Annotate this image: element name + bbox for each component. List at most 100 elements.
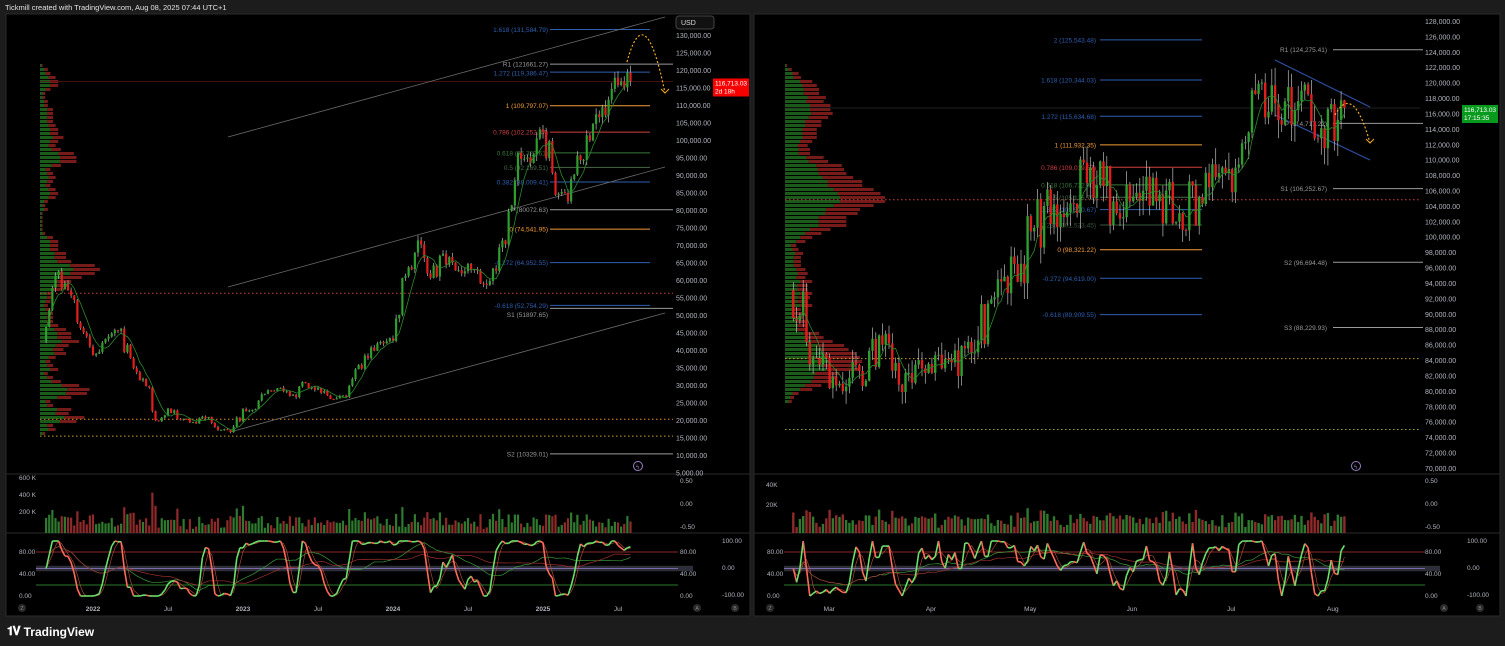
volume-bar [1118,515,1122,533]
lightning-alert-icon[interactable] [633,461,643,471]
candle-down [1118,213,1122,219]
volume-bar [501,519,504,533]
volume-bar [170,519,173,533]
oscillator-k-segment [517,540,522,544]
fib-level-label: 1 (109,797.07) [506,103,548,110]
fib-level-label: 2 (125,543.48) [1054,37,1096,44]
volume-bar [448,524,451,533]
volume-profile-bar-up [40,408,58,411]
volume-profile-bar-down [42,92,46,95]
volume-profile-bar-down [47,180,54,183]
currency-button[interactable] [675,15,715,30]
candle-up [1052,204,1056,224]
oscillator-k-segment [314,564,319,567]
oscillator-k-segment [1092,564,1098,575]
volume-bar [1287,520,1290,533]
lightning-alert-icon[interactable] [1351,461,1361,471]
volume-profile-bar-down [788,400,792,403]
oscillator-far-tick: 100.00 [722,538,742,545]
candle-down [1181,213,1184,230]
volume-bar [874,516,877,533]
oscillator-k-segment [1149,559,1154,563]
price-axis-tick: 100,000.00 [676,138,711,145]
oscillator-k-segment [1053,557,1059,567]
volume-profile-bar-up [40,384,62,387]
volume-bar [416,522,420,533]
volume-profile-bar-up [40,132,51,135]
oscillator-k-segment [285,562,291,584]
volume-profile-bar-down [795,312,804,315]
oscillator-k-segment [1191,543,1197,569]
candle-up [1036,198,1039,228]
candle-up [501,240,504,248]
candle-up [980,304,983,341]
volume-profile-bar-up [40,108,48,111]
last-price-value: 116,713.03 [1464,107,1496,114]
arrow-head-icon [1365,138,1375,144]
candle-down [1161,194,1165,224]
volume-bar [479,514,482,533]
oscillator-k-segment [921,547,927,560]
volume-bar [1313,516,1316,533]
price-axis-tick: 94,000.00 [1425,281,1456,288]
oscillator-k-segment [1132,560,1138,573]
volume-profile-bar-up [40,68,45,71]
scale-button-z[interactable] [18,604,26,612]
volume-bar [1224,527,1227,533]
volume-bar [429,519,432,533]
oscillator-k-segment [1152,561,1157,566]
volume-profile-bar-down [817,344,845,347]
volume-bar [629,521,632,533]
volume-profile-bar-up [785,172,819,175]
candle-down [1072,203,1075,205]
volume-profile-bar-down [41,64,43,67]
volume-axis-tick: 600 K [19,475,37,482]
scale-button-a[interactable] [693,604,701,612]
candle-up [582,159,585,161]
volume-bar [950,518,953,533]
volume-profile-bar-up [40,260,58,263]
candle-up [113,330,116,334]
candle-down [320,387,323,393]
candle-up [1234,167,1237,193]
scale-button-label: B [733,606,737,612]
candle-down [792,289,795,319]
volume-profile-bar-down [805,384,822,387]
candle-up [1221,167,1224,174]
oscillator-k-segment [865,558,870,582]
volume-profile [40,64,100,435]
volume-bar [1165,510,1168,533]
oscillator-k-segment [289,582,294,593]
time-axis-label: Jul [314,606,323,613]
volume-bar [1343,516,1346,533]
oscillator-k-segment [997,540,1002,543]
volume-profile-bar-down [47,424,54,427]
candle-down [520,152,523,159]
volume-profile-bar-up [785,252,795,255]
candle-up [573,174,576,180]
price-axis-tick: 92,000.00 [1425,296,1456,303]
volume-bar [507,514,510,533]
volume-bar [423,517,426,533]
volume-bar [601,522,604,533]
volume-bar [792,512,795,533]
scale-button-z[interactable] [766,604,774,612]
volume-bar [73,525,76,533]
volume-bar [176,508,179,533]
footer-brand[interactable]: 𝟏𝐕 TradingView [7,624,94,639]
scale-button-b[interactable] [731,604,739,612]
scale-button-label: Z [768,606,771,612]
volume-profile-bar-down [44,104,48,107]
candle-down [1039,198,1042,248]
volume-bar [451,524,454,533]
volume-profile-bar-down [792,248,799,251]
aux-axis-tick: 0.50 [680,478,693,485]
volume-bar [1141,524,1145,533]
volume-bar [295,517,298,533]
oscillator-k-segment [1102,555,1108,560]
scale-button-b[interactable] [1476,604,1484,612]
volume-bar [841,514,844,533]
scale-button-a[interactable] [1440,604,1448,612]
candle-up [120,328,123,331]
